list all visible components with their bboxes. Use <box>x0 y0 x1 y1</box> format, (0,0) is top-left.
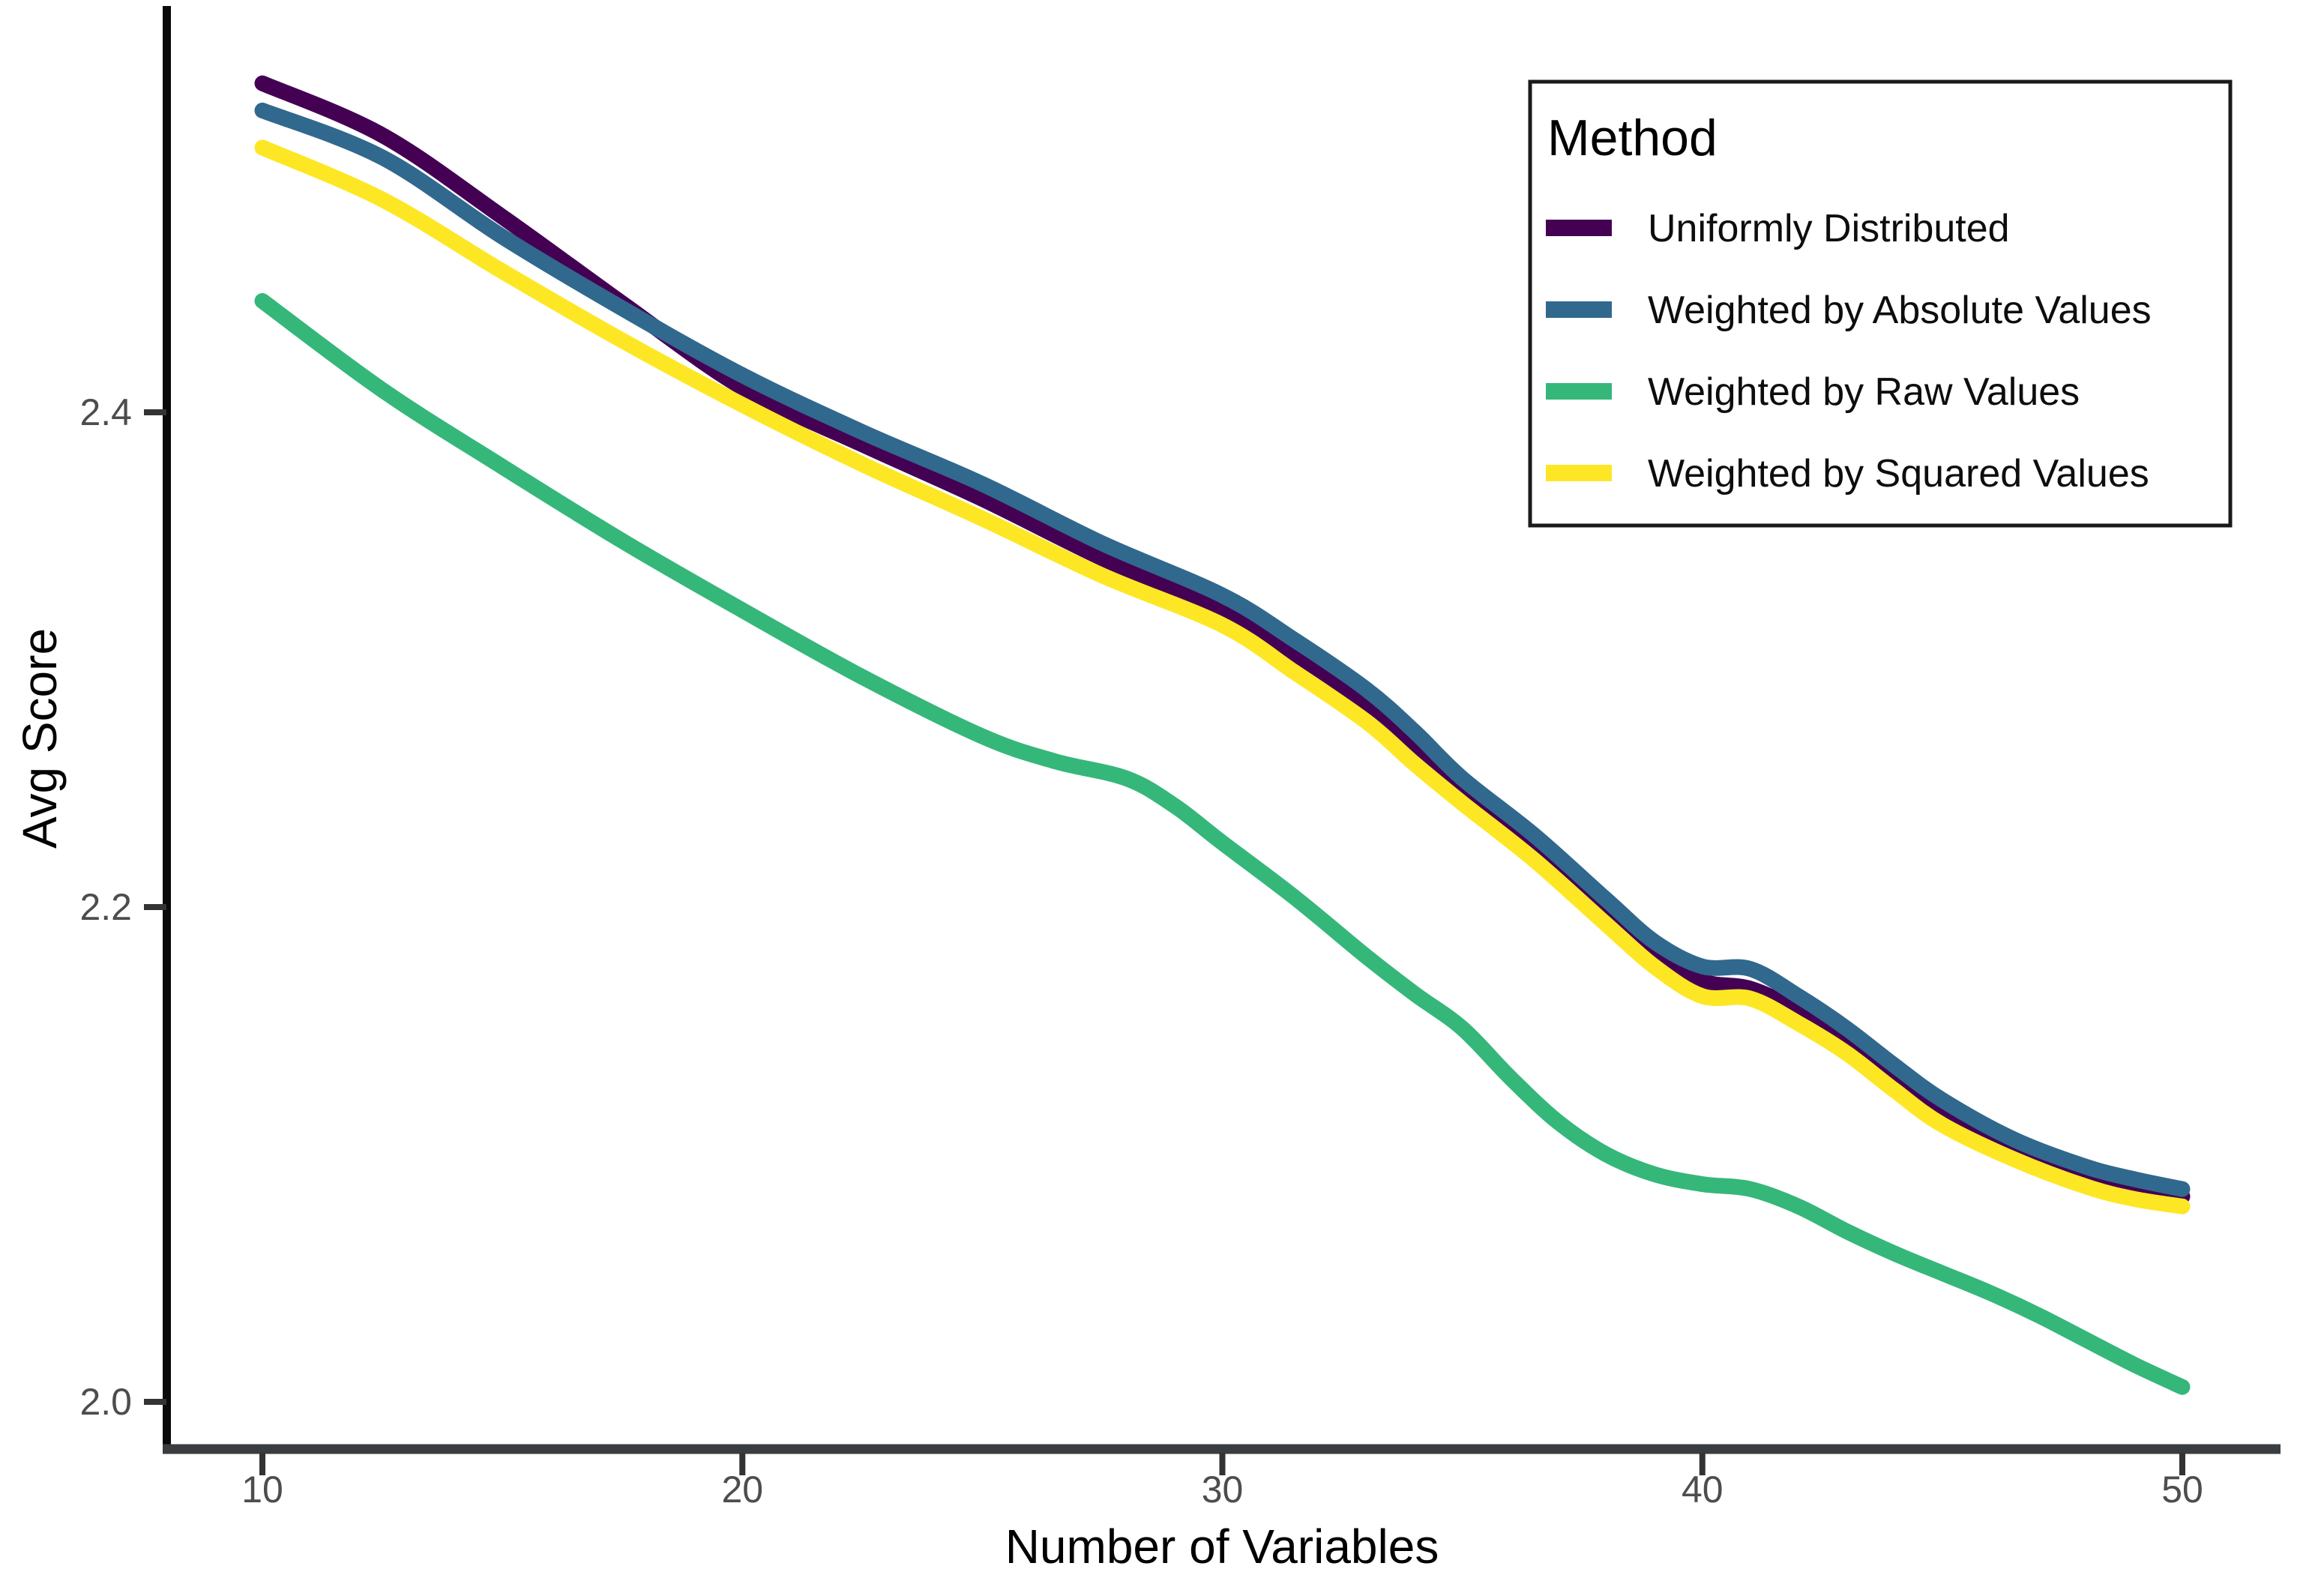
x-axis-title: Number of Variables <box>1005 1520 1439 1574</box>
legend-item-weighted-by-raw-values: Weighted by Raw Values <box>1546 370 2080 414</box>
axes <box>163 6 2281 1454</box>
legend-item-weighted-by-squared-values: Weighted by Squared Values <box>1546 452 2149 496</box>
series-line-weighted-by-absolute-values <box>254 102 2191 1197</box>
legend-label-weighted-by-absolute-values: Weighted by Absolute Values <box>1648 289 2152 332</box>
y-tick-label: 2.4 <box>79 391 132 433</box>
y-tick-label: 2.2 <box>79 886 132 928</box>
y-axis-ticks: 2.0 2.2 2.4 <box>79 391 166 1423</box>
y-tick-label: 2.0 <box>79 1381 132 1423</box>
legend-label-uniformly-distributed: Uniformly Distributed <box>1648 207 2010 250</box>
series-line-weighted-by-squared-values <box>254 139 2191 1214</box>
legend: Method Uniformly Distributed Weighted by … <box>1528 79 2233 528</box>
x-tick-label: 50 <box>2161 1469 2203 1511</box>
legend-label-weighted-by-raw-values: Weighted by Raw Values <box>1648 370 2080 414</box>
legend-items: Uniformly Distributed Weighted by Absolut… <box>1546 207 2152 496</box>
x-tick-label: 30 <box>1202 1469 1244 1511</box>
x-tick-label: 10 <box>241 1469 283 1511</box>
legend-title: Method <box>1547 109 1718 166</box>
legend-item-weighted-by-absolute-values: Weighted by Absolute Values <box>1546 289 2152 332</box>
legend-item-uniformly-distributed: Uniformly Distributed <box>1546 207 2010 250</box>
legend-box <box>1528 79 2233 528</box>
x-tick-label: 20 <box>721 1469 763 1511</box>
series-lines <box>254 75 2191 1395</box>
series-line-weighted-by-raw-values <box>254 293 2191 1395</box>
y-axis-title: Avg Score <box>13 628 67 849</box>
x-tick-label: 40 <box>1682 1469 1724 1511</box>
legend-label-weighted-by-squared-values: Weighted by Squared Values <box>1648 452 2149 496</box>
x-axis-ticks: 10 20 30 40 50 <box>241 1453 2203 1511</box>
